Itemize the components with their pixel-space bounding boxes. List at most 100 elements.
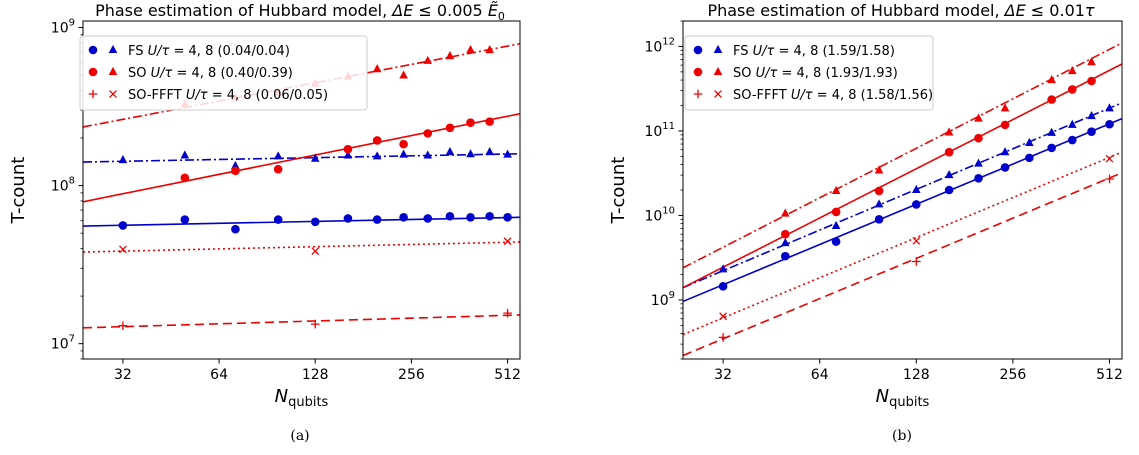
data-point	[780, 238, 790, 247]
x-tick-label: 512	[1096, 367, 1123, 383]
data-point	[343, 150, 353, 159]
data-point	[466, 213, 475, 222]
legend-entry: FS U/τ = 4, 8 (1.59/1.58)	[733, 44, 895, 59]
data-point	[399, 139, 408, 149]
legend-entry: SO-FFFT U/τ = 4, 8 (0.06/0.05)	[128, 88, 328, 103]
data-point	[944, 185, 954, 195]
data-point	[912, 236, 921, 245]
data-point	[874, 215, 884, 224]
data-point	[874, 165, 884, 174]
y-tick-label: 1011	[644, 121, 675, 140]
data-point	[831, 207, 841, 217]
chart-title: Phase estimation of Hubbard model, ΔE ≤ …	[95, 1, 505, 23]
legend-entry: FS U/τ = 4, 8 (0.04/0.04)	[128, 44, 290, 59]
data-point	[119, 245, 127, 254]
panel-caption: (b)	[892, 428, 912, 444]
data-point	[1067, 119, 1077, 128]
legend-box	[684, 35, 934, 111]
data-point	[974, 174, 983, 183]
data-point	[944, 147, 954, 157]
data-point	[874, 199, 884, 208]
data-point	[1087, 127, 1096, 136]
data-point	[310, 217, 320, 227]
fit-line-series-1	[683, 117, 1122, 303]
legend-marker	[108, 44, 118, 54]
plot-frame	[682, 20, 1123, 360]
data-point	[1047, 95, 1056, 104]
data-point	[118, 321, 128, 330]
data-point	[1000, 120, 1010, 130]
data-point	[912, 257, 921, 266]
data-point	[1000, 147, 1010, 156]
fit-line-series-5	[83, 314, 520, 329]
data-point	[944, 170, 954, 179]
data-point	[399, 70, 408, 79]
data-point	[503, 149, 512, 158]
data-point	[485, 211, 494, 221]
data-point	[399, 213, 408, 222]
data-point	[273, 151, 283, 160]
fit-line-series-6	[83, 241, 520, 253]
data-point	[485, 117, 494, 126]
chart-panel-1: Phase estimation of Hubbard model, ΔE ≤ …	[8, 1, 521, 444]
data-point	[1105, 119, 1114, 129]
legend-marker	[88, 89, 98, 99]
x-tick-label: 512	[494, 367, 521, 383]
data-point	[1105, 103, 1114, 112]
y-tick-label: 109	[651, 290, 675, 309]
data-point	[1087, 76, 1096, 86]
y-tick-label: 107	[51, 334, 75, 353]
data-point	[372, 136, 382, 145]
data-point	[485, 146, 494, 156]
fit-line-series-2	[83, 152, 520, 163]
data-point	[1087, 57, 1096, 66]
legend-marker	[109, 90, 117, 98]
data-point	[180, 150, 190, 159]
data-point	[780, 251, 790, 261]
data-point	[1000, 103, 1010, 112]
legend-entry: SO U/τ = 4, 8 (0.40/0.39)	[128, 66, 293, 81]
data-point	[311, 247, 320, 256]
data-point	[503, 237, 512, 246]
legend: FS U/τ = 4, 8 (1.59/1.58) SO U/τ = 4, 8 (…	[684, 35, 934, 111]
legend-entry: SO-FFFT U/τ = 4, 8 (1.58/1.56)	[733, 88, 933, 103]
data-point	[1105, 154, 1114, 163]
x-tick-label: 256	[1000, 367, 1027, 383]
x-tick-label: 32	[714, 367, 732, 383]
data-point	[1000, 163, 1010, 172]
y-tick-label: 1012	[644, 36, 675, 55]
data-point	[1047, 74, 1056, 84]
data-point	[780, 229, 790, 239]
plot-area	[683, 42, 1122, 357]
y-tick-label: 1010	[644, 205, 675, 224]
data-point	[445, 146, 455, 156]
legend-entry: SO U/τ = 4, 8 (1.93/1.93)	[733, 66, 898, 81]
data-point	[831, 237, 841, 246]
data-point	[310, 153, 320, 162]
data-point	[974, 133, 983, 143]
data-point	[912, 184, 921, 194]
x-axis-label: Nqubits	[876, 386, 930, 410]
data-point	[485, 44, 494, 54]
data-point	[399, 149, 408, 158]
y-tick-label: 108	[51, 176, 75, 195]
data-point	[466, 149, 475, 158]
panel-caption: (a)	[290, 428, 309, 444]
legend-marker	[693, 45, 703, 55]
data-point	[1047, 127, 1056, 136]
data-point	[180, 215, 190, 224]
chart-title: Phase estimation of Hubbard model, ΔE ≤ …	[707, 1, 1094, 20]
data-point	[1067, 135, 1077, 145]
data-point	[1105, 174, 1114, 184]
x-tick-label: 256	[398, 367, 425, 383]
data-point	[445, 211, 455, 221]
fit-line-series-5	[683, 172, 1122, 357]
data-point	[118, 155, 128, 164]
data-point	[273, 215, 283, 224]
data-point	[372, 151, 382, 160]
chart-panel-2: Phase estimation of Hubbard model, ΔE ≤ …	[608, 1, 1123, 444]
legend-box	[79, 35, 368, 111]
data-point	[503, 308, 512, 318]
data-point	[912, 200, 921, 209]
